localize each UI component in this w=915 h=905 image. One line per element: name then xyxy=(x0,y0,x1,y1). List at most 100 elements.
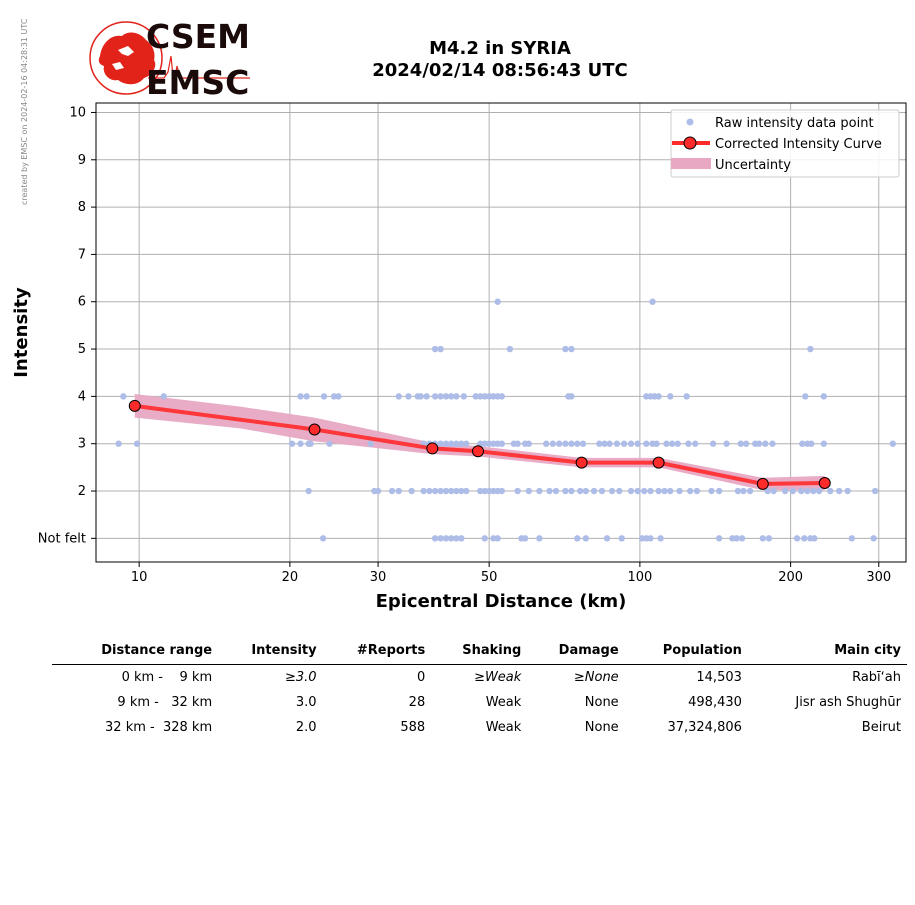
raw-data-point xyxy=(667,393,674,400)
raw-data-point xyxy=(442,535,450,542)
raw-data-point xyxy=(835,487,843,495)
raw-data-point xyxy=(889,440,897,447)
legend-raw-label: Raw intensity data point xyxy=(715,116,874,131)
raw-data-point xyxy=(367,440,374,447)
x-tick-label: 30 xyxy=(370,570,387,585)
raw-data-point xyxy=(463,487,470,495)
raw-data-point xyxy=(765,535,773,542)
x-tick-label: 20 xyxy=(282,570,299,585)
raw-data-point xyxy=(288,440,296,447)
raw-data-point xyxy=(431,535,439,542)
cell-intensity: 3.0 xyxy=(295,695,317,710)
table-header-row: Distance range Intensity #Reports Shakin… xyxy=(52,640,907,665)
legend-uncertainty-swatch xyxy=(671,158,711,169)
raw-data-point xyxy=(498,393,506,400)
raw-data-point xyxy=(160,393,167,400)
raw-data-point xyxy=(395,487,402,495)
cell-distance-range: 0 km - 9 km xyxy=(121,670,213,685)
raw-data-point xyxy=(738,535,746,542)
raw-data-point xyxy=(120,393,127,400)
raw-data-point xyxy=(481,440,488,447)
raw-data-point xyxy=(562,487,569,495)
raw-data-point xyxy=(746,487,754,495)
raw-data-point xyxy=(634,487,641,495)
raw-data-point xyxy=(770,487,777,495)
raw-data-point xyxy=(627,487,635,495)
raw-data-point xyxy=(562,345,569,353)
raw-data-point xyxy=(798,487,805,495)
raw-data-point xyxy=(661,487,668,495)
raw-data-point xyxy=(804,487,811,495)
raw-data-point xyxy=(335,393,342,400)
raw-data-point xyxy=(848,535,856,542)
raw-data-point xyxy=(562,440,569,447)
cell-shaking: Weak xyxy=(485,695,522,710)
raw-data-point xyxy=(582,487,590,495)
raw-data-point xyxy=(653,440,660,447)
raw-data-point xyxy=(764,487,771,495)
y-tick-label: 10 xyxy=(69,105,86,120)
title-event: M4.2 in SYRIA xyxy=(429,38,571,59)
raw-data-point xyxy=(618,535,625,542)
raw-data-point xyxy=(437,440,444,447)
raw-data-point xyxy=(303,393,310,400)
raw-data-point xyxy=(708,487,715,495)
x-tick-label: 10 xyxy=(131,570,148,585)
chart-title: M4.2 in SYRIA 2024/02/14 08:56:43 UTC xyxy=(300,38,700,82)
raw-data-point xyxy=(643,440,650,447)
raw-data-point xyxy=(634,440,641,447)
raw-data-point xyxy=(431,393,439,400)
raw-data-point xyxy=(431,487,439,495)
raw-data-point xyxy=(417,393,424,400)
header-shaking: Shaking xyxy=(431,640,528,665)
raw-data-point xyxy=(405,393,412,400)
raw-data-point xyxy=(781,487,789,495)
title-datetime: 2024/02/14 08:56:43 UTC xyxy=(372,60,628,81)
raw-data-point xyxy=(693,487,701,495)
raw-data-point xyxy=(568,487,575,495)
raw-data-point xyxy=(640,487,648,495)
raw-data-point xyxy=(481,487,488,495)
raw-data-point xyxy=(555,440,563,447)
raw-data-point xyxy=(655,393,662,400)
raw-data-point xyxy=(453,393,460,400)
raw-data-point xyxy=(686,487,694,495)
cell-shaking: ≥Weak xyxy=(474,670,522,685)
raw-data-point xyxy=(542,440,550,447)
cell-shaking: Weak xyxy=(485,720,522,735)
raw-data-point xyxy=(715,487,723,495)
corrected-intensity-line xyxy=(134,403,825,486)
raw-data-point xyxy=(408,487,415,495)
raw-data-point xyxy=(448,393,455,400)
raw-data-point xyxy=(423,393,430,400)
raw-data-point xyxy=(552,487,560,495)
y-tick-label: 7 xyxy=(78,247,86,262)
raw-data-point xyxy=(737,440,744,447)
raw-data-point xyxy=(481,535,488,542)
cell-population: 37,324,806 xyxy=(667,720,742,735)
raw-data-point xyxy=(613,440,621,447)
raw-data-point xyxy=(498,487,506,495)
intensity-summary-table: Distance range Intensity #Reports Shakin… xyxy=(52,640,907,740)
raw-data-point xyxy=(307,440,314,447)
y-tick-label: 3 xyxy=(78,437,86,452)
raw-data-point xyxy=(437,487,444,495)
raw-data-point xyxy=(525,487,532,495)
legend-box xyxy=(670,109,900,178)
x-tick-label: 50 xyxy=(481,570,498,585)
cell-reports: 0 xyxy=(416,670,426,685)
y-axis-ticks: Not felt 2 3 4 5 6 7 8 9 10 xyxy=(38,105,96,546)
raw-data-point xyxy=(762,440,769,447)
cell-intensity: 2.0 xyxy=(295,720,317,735)
raw-data-point xyxy=(844,487,851,495)
raw-data-point xyxy=(481,393,488,400)
raw-data-point xyxy=(815,487,823,495)
raw-data-point xyxy=(326,440,333,447)
raw-data-point xyxy=(320,393,328,400)
raw-data-point xyxy=(742,440,750,447)
raw-data-point xyxy=(601,440,608,447)
raw-data-point xyxy=(514,487,521,495)
y-tick-label: 6 xyxy=(78,295,86,310)
raw-data-point xyxy=(458,535,465,542)
header-intensity: Intensity xyxy=(218,640,323,665)
